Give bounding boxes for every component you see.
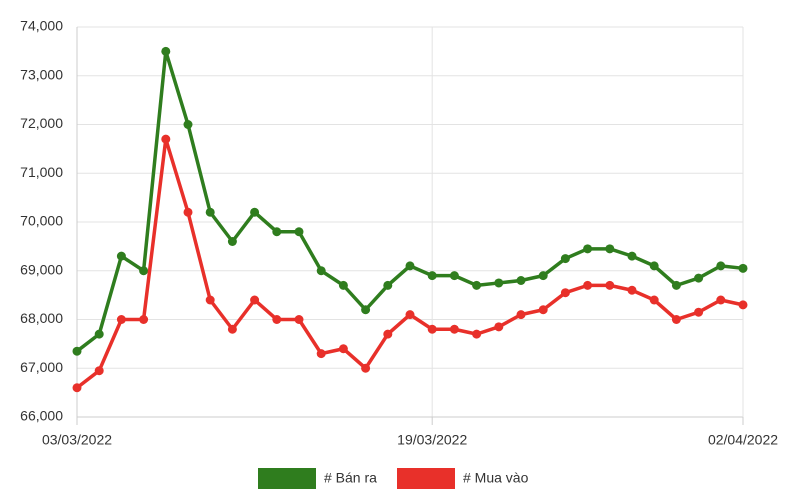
data-point <box>72 346 82 356</box>
data-point <box>605 280 615 290</box>
data-point <box>538 305 548 315</box>
data-point <box>72 383 82 393</box>
data-point <box>627 251 637 261</box>
data-point <box>361 305 371 315</box>
data-point <box>116 251 126 261</box>
x-tick-label: 19/03/2022 <box>397 432 467 448</box>
data-point <box>205 207 215 217</box>
y-tick-label: 69,000 <box>20 261 63 277</box>
data-point <box>338 344 348 354</box>
data-point <box>472 280 482 290</box>
data-point <box>427 324 437 334</box>
data-point <box>560 288 570 298</box>
data-point <box>227 237 237 246</box>
y-tick-label: 70,000 <box>20 213 63 229</box>
legend-swatch <box>258 468 316 489</box>
data-point <box>738 263 748 273</box>
data-point <box>716 295 726 305</box>
x-tick-label: 02/04/2022 <box>708 432 778 448</box>
data-point <box>449 271 459 281</box>
data-point <box>449 324 459 334</box>
legend-swatch <box>397 468 455 489</box>
y-tick-label: 67,000 <box>20 359 63 375</box>
data-point <box>427 271 437 281</box>
data-point <box>494 278 504 288</box>
data-point <box>694 307 704 317</box>
data-point <box>183 207 193 217</box>
data-point <box>94 366 104 376</box>
y-tick-label: 73,000 <box>20 66 63 82</box>
data-point <box>161 46 171 56</box>
data-point <box>316 266 326 276</box>
y-tick-label: 68,000 <box>20 310 63 326</box>
data-point <box>250 295 260 305</box>
data-point <box>250 207 260 217</box>
data-point <box>494 322 504 332</box>
legend-label: # Mua vào <box>463 470 529 486</box>
legend-label: # Bán ra <box>324 470 377 486</box>
data-point <box>338 280 348 290</box>
data-point <box>538 271 548 281</box>
y-tick-label: 74,000 <box>20 18 63 34</box>
x-tick-label: 03/03/2022 <box>42 432 112 448</box>
data-point <box>183 120 193 129</box>
data-point <box>316 349 326 359</box>
data-point <box>560 254 570 264</box>
data-point <box>227 324 237 334</box>
data-point <box>205 295 215 305</box>
data-point <box>383 329 393 339</box>
data-point <box>294 227 304 237</box>
data-point <box>671 315 681 324</box>
data-point <box>516 310 526 320</box>
data-point <box>94 329 104 339</box>
data-point <box>472 329 482 339</box>
series-line <box>75 49 744 353</box>
data-point <box>649 295 659 305</box>
data-point <box>139 266 149 276</box>
data-point <box>161 134 171 144</box>
data-point <box>139 315 149 324</box>
data-point <box>583 280 593 290</box>
data-point <box>272 315 282 324</box>
data-point <box>583 244 593 254</box>
data-point <box>694 273 704 283</box>
data-point <box>627 285 637 295</box>
data-point <box>294 315 304 324</box>
y-tick-label: 72,000 <box>20 115 63 131</box>
data-point <box>405 261 415 271</box>
data-point <box>605 244 615 254</box>
data-point <box>405 310 415 320</box>
data-point <box>649 261 659 271</box>
data-point <box>671 280 681 290</box>
y-tick-label: 66,000 <box>20 408 63 424</box>
data-point <box>516 276 526 285</box>
data-point <box>716 261 726 271</box>
data-point <box>361 363 371 373</box>
data-point <box>116 315 126 324</box>
y-tick-label: 71,000 <box>20 164 63 180</box>
data-point <box>272 227 282 237</box>
data-point <box>383 280 393 290</box>
data-point <box>738 300 748 310</box>
